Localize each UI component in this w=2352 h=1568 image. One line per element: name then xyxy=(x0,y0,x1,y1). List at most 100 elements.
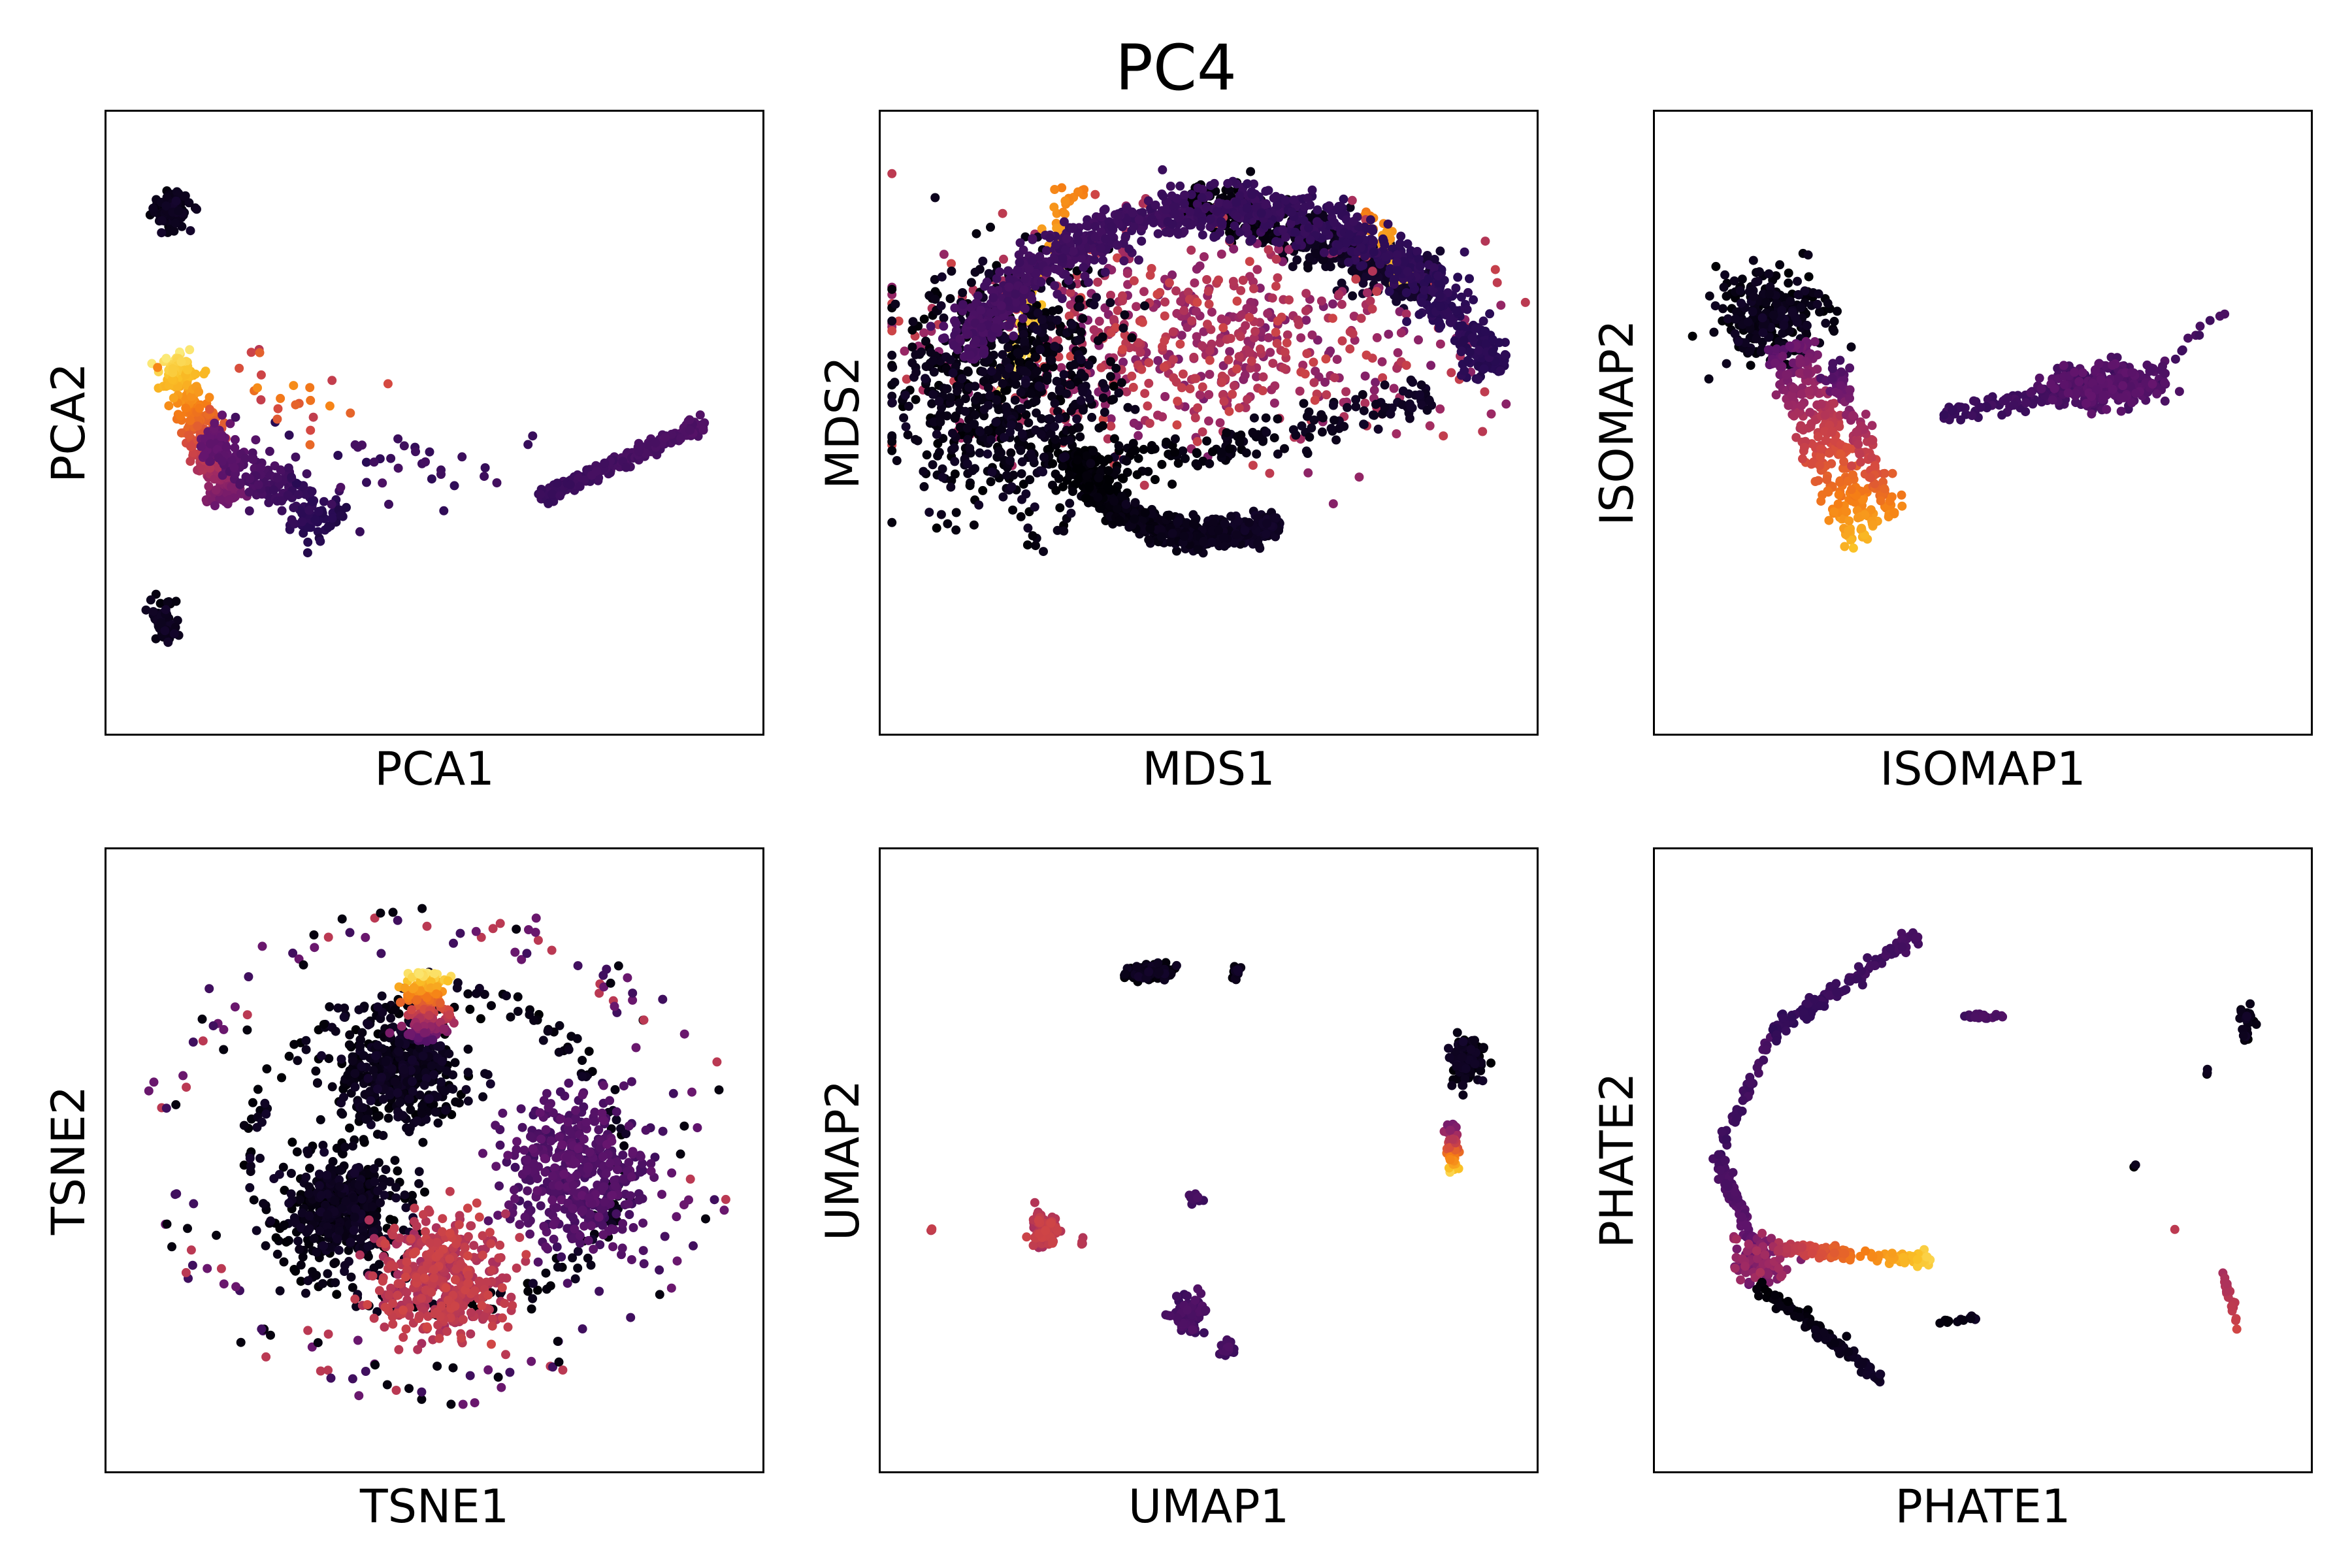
scatter-point xyxy=(1318,413,1328,423)
scatter-point xyxy=(1460,366,1469,376)
scatter-point xyxy=(1094,473,1103,483)
scatter-point xyxy=(919,466,928,476)
scatter-point xyxy=(1019,329,1028,339)
scatter-point xyxy=(1015,238,1025,248)
scatter-point xyxy=(1011,289,1021,299)
scatter-point xyxy=(1117,473,1127,483)
scatter-point xyxy=(167,374,177,384)
scatter-point xyxy=(1274,244,1284,254)
scatter-point xyxy=(1105,372,1115,382)
scatter-point xyxy=(1045,233,1054,242)
scatter-point xyxy=(1260,234,1270,244)
scatter-point xyxy=(1151,475,1160,484)
scatter-point xyxy=(1106,357,1115,367)
scatter-point xyxy=(1103,434,1113,444)
scatter-point xyxy=(153,363,163,372)
scatter-point xyxy=(979,404,989,414)
scatter-point xyxy=(1172,546,1181,556)
scatter-point xyxy=(1078,387,1088,397)
scatter-point xyxy=(1251,203,1261,212)
scatter-point xyxy=(1256,208,1266,218)
scatter-point xyxy=(1359,406,1369,416)
scatter-point xyxy=(240,453,250,463)
scatter-point xyxy=(1170,209,1180,219)
scatter-point xyxy=(244,506,254,515)
scatter-point xyxy=(383,379,393,389)
scatter-point xyxy=(1465,274,1474,284)
scatter-point xyxy=(1248,427,1258,437)
scatter-point xyxy=(1098,414,1108,424)
scatter-point xyxy=(1065,380,1075,390)
scatter-point xyxy=(1137,237,1147,246)
scatter-point xyxy=(1117,491,1126,501)
scatter-point xyxy=(1057,183,1067,193)
scatter-point xyxy=(1073,335,1083,345)
scatter-point xyxy=(1426,361,1436,370)
scatter-point xyxy=(651,438,661,448)
scatter-point xyxy=(921,336,930,346)
scatter-point xyxy=(1320,378,1330,387)
scatter-point xyxy=(168,364,178,374)
scatter-point xyxy=(1343,402,1352,412)
scatter-point xyxy=(171,196,181,206)
scatter-point xyxy=(163,637,173,647)
scatter-point xyxy=(1252,449,1262,459)
scatter-point xyxy=(1222,199,1232,209)
scatter-point xyxy=(276,465,286,475)
scatter-point xyxy=(1066,508,1076,518)
scatter-point xyxy=(1129,276,1139,286)
scatter-point xyxy=(975,427,985,436)
scatter-point xyxy=(1348,291,1358,301)
scatter-point xyxy=(1144,535,1154,545)
scatter-point xyxy=(1185,384,1195,394)
scatter-point xyxy=(1451,284,1461,293)
scatter-point xyxy=(1017,469,1026,479)
scatter-point xyxy=(998,492,1008,502)
scatter-point xyxy=(1024,264,1034,274)
scatter-point xyxy=(1775,260,1785,270)
scatter-point xyxy=(1165,228,1175,238)
scatter-point xyxy=(1181,453,1190,463)
scatter-point xyxy=(302,548,312,558)
scatter-point xyxy=(1435,246,1445,256)
scatter-point xyxy=(1215,418,1225,428)
scatter-point xyxy=(1330,373,1339,383)
plot-frame xyxy=(105,110,764,736)
scatter-point xyxy=(1180,190,1189,200)
scatter-point xyxy=(965,350,975,360)
scatter-point xyxy=(1307,330,1317,340)
scatter-point xyxy=(1045,414,1054,423)
scatter-point xyxy=(1051,240,1061,250)
plot-frame xyxy=(879,110,1539,736)
scatter-point xyxy=(1232,212,1242,221)
scatter-point xyxy=(148,203,158,213)
scatter-point xyxy=(1005,455,1015,465)
scatter-point xyxy=(1213,206,1222,216)
scatter-point xyxy=(291,452,301,462)
scatter-point xyxy=(1303,468,1313,478)
scatter-point xyxy=(1021,378,1030,388)
scatter-point xyxy=(948,368,958,378)
scatter-point xyxy=(973,291,983,301)
scatter-point xyxy=(1037,414,1047,423)
scatter-point xyxy=(1345,203,1355,212)
scatter-point xyxy=(1305,253,1315,263)
scatter-point xyxy=(987,467,997,477)
scatter-point xyxy=(1402,317,1412,327)
scatter-point xyxy=(1145,524,1155,533)
scatter-point xyxy=(206,439,216,449)
scatter-point xyxy=(1031,269,1041,278)
scatter-point xyxy=(1175,339,1185,349)
scatter-point xyxy=(1100,267,1110,277)
scatter-point xyxy=(995,267,1004,277)
scatter-point xyxy=(1271,327,1281,337)
scatter-point xyxy=(1207,307,1217,317)
scatter-point xyxy=(1247,189,1257,199)
scatter-point xyxy=(1377,357,1387,367)
scatter-point xyxy=(1375,259,1384,268)
scatter-point xyxy=(1137,208,1147,218)
scatter-point xyxy=(353,442,363,452)
scatter-point xyxy=(1273,414,1282,424)
scatter-point xyxy=(289,381,299,391)
scatter-point xyxy=(1066,406,1076,416)
